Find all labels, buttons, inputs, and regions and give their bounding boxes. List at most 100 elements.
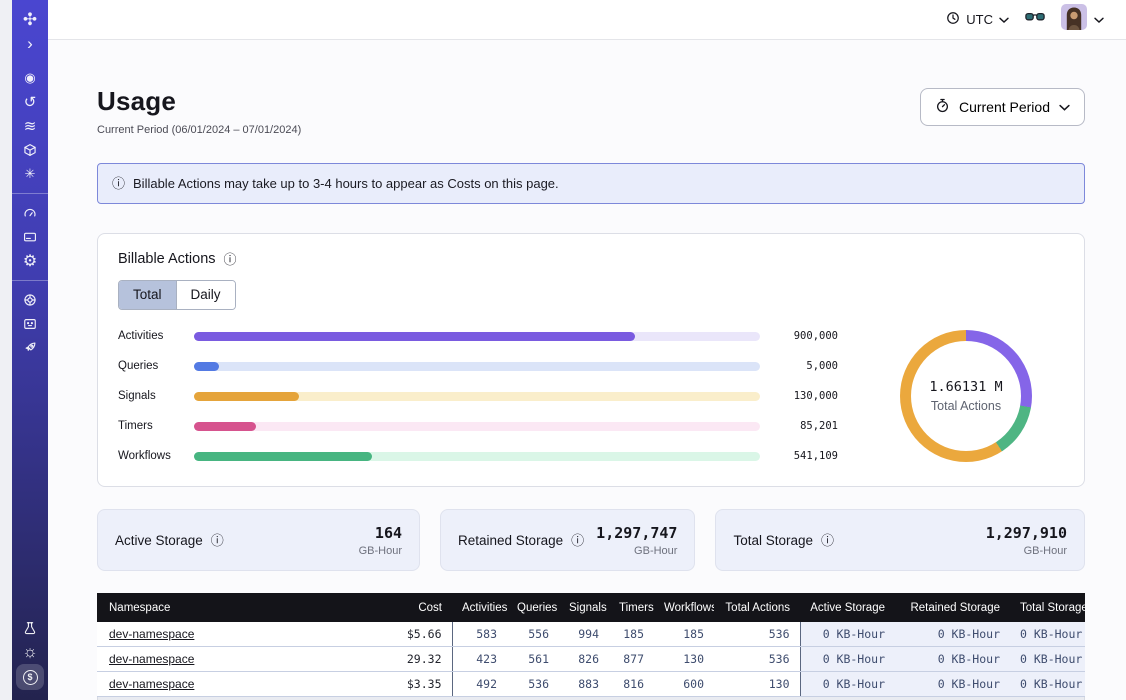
column-header-queries: Queries	[507, 593, 559, 622]
info-icon[interactable]: ⓘ	[821, 534, 834, 547]
info-icon: ⓘ	[112, 177, 125, 190]
eye-icon[interactable]: ◉	[15, 66, 45, 90]
table-row: dev-namespace$3.354925368838166001300 KB…	[97, 672, 1085, 697]
bar-value: 900,000	[774, 330, 838, 342]
topbar: UTC	[48, 0, 1126, 40]
period-dropdown-button[interactable]: Current Period	[920, 88, 1085, 126]
chevron-right-icon[interactable]: ›	[15, 32, 45, 56]
active-storage-cell: 0 KB-Hour	[800, 622, 895, 647]
bar-track	[194, 422, 760, 431]
billable-view-tabs: Total Daily	[118, 280, 236, 310]
total-storage-cell: 0 KB-Hour	[1010, 672, 1085, 697]
storage-card-unit: GB-Hour	[359, 545, 402, 557]
timezone-label: UTC	[966, 12, 993, 27]
sidebar: ✣› ◉↺≋ ✳ ⚙ ☼$	[12, 0, 48, 700]
namespace-link[interactable]: dev-namespace	[109, 677, 194, 691]
activities-cell: 583	[452, 622, 507, 647]
timers-cell: 185	[609, 622, 654, 647]
bar-label: Activities	[118, 330, 180, 342]
layers-icon[interactable]: ≋	[15, 114, 45, 138]
info-banner-text: Billable Actions may take up to 3-4 hour…	[133, 176, 559, 191]
table-row: dev-namespace29.324235618268771305360 KB…	[97, 647, 1085, 672]
column-header-total-actions: Total Actions	[714, 593, 800, 622]
column-header-active-storage: Active Storage	[800, 593, 895, 622]
bar-value: 130,000	[774, 390, 838, 402]
temporal-logo-icon[interactable]: ✣	[15, 8, 45, 32]
tab-total[interactable]: Total	[119, 281, 176, 309]
clock-icon	[946, 11, 960, 28]
bar-fill	[194, 392, 299, 401]
info-banner: ⓘ Billable Actions may take up to 3-4 ho…	[97, 163, 1085, 204]
billable-actions-card: Billable Actions ⓘ Total Daily Activitie…	[97, 233, 1085, 487]
column-header-namespace: Namespace	[97, 593, 337, 622]
period-button-label: Current Period	[959, 99, 1050, 115]
bar-label: Workflows	[118, 450, 180, 462]
glasses-icon[interactable]	[1024, 10, 1046, 29]
bar-row-queries: Queries5,000	[118, 360, 838, 372]
lifebuoy-icon[interactable]	[15, 288, 45, 312]
info-icon[interactable]: ⓘ	[211, 534, 224, 547]
sun-icon[interactable]: ☼	[15, 640, 45, 664]
storage-card-value: 1,297,910	[986, 524, 1067, 542]
total-actions-value: 1.66131 M	[929, 379, 1002, 395]
bar-value: 541,109	[774, 450, 838, 462]
tab-daily[interactable]: Daily	[176, 281, 235, 309]
storage-summary-row: Active Storageⓘ 164 GB-Hour Retained Storag…	[97, 509, 1085, 571]
info-icon[interactable]: ⓘ	[224, 253, 237, 266]
bar-row-workflows: Workflows 541,109	[118, 450, 838, 462]
namespace-link-cell: dev-namespace	[97, 647, 337, 672]
total-storage-cell: 0 KB-Hour	[1010, 622, 1085, 647]
dollar-icon[interactable]: $	[16, 664, 44, 690]
asterisk-icon[interactable]: ✳	[15, 162, 45, 186]
storage-card-label: Active Storageⓘ	[115, 533, 224, 548]
page-subtitle: Current Period (06/01/2024 – 07/01/2024)	[97, 124, 301, 136]
storage-card-label: Retained Storageⓘ	[458, 533, 584, 548]
bar-value: 85,201	[774, 420, 838, 432]
timezone-selector[interactable]: UTC	[946, 11, 1009, 28]
stopwatch-icon	[935, 98, 950, 116]
column-header-timers: Timers	[609, 593, 654, 622]
total-actions-cell: 130	[714, 672, 800, 697]
namespace-link-cell: dev-namespace	[97, 672, 337, 697]
history-icon[interactable]: ↺	[15, 90, 45, 114]
avatar	[1061, 4, 1087, 35]
workflows-cell: 130	[654, 647, 714, 672]
rocket-icon[interactable]	[15, 336, 45, 360]
total-actions-cell: 536	[714, 647, 800, 672]
storage-card-value: 164	[359, 524, 402, 542]
gauge-icon[interactable]	[15, 201, 45, 225]
total-actions-label: Total Actions	[931, 399, 1001, 413]
active-storage-cell: 0 KB-Hour	[800, 672, 895, 697]
credit-card-icon[interactable]	[15, 225, 45, 249]
timers-cell: 877	[609, 647, 654, 672]
cube-icon[interactable]	[15, 138, 45, 162]
workflows-cell: 600	[654, 672, 714, 697]
namespace-usage-table: NamespaceCostActivitiesQueriesSignalsTim…	[97, 593, 1085, 697]
bar-label: Queries	[118, 360, 180, 372]
flask-icon[interactable]	[15, 616, 45, 640]
column-header-activities: Activities	[452, 593, 507, 622]
bar-row-timers: Timers85,201	[118, 420, 838, 432]
main-area: UTC Usage Current Period (06/01/2024 – 0…	[48, 0, 1126, 700]
signals-cell: 826	[559, 647, 609, 672]
namespace-link[interactable]: dev-namespace	[109, 652, 194, 666]
page-title: Usage	[97, 86, 301, 117]
retained-storage-cell: 0 KB-Hour	[895, 622, 1010, 647]
activities-cell: 423	[452, 647, 507, 672]
user-menu[interactable]	[1061, 4, 1104, 35]
cost-cell: $3.35	[337, 672, 452, 697]
info-icon[interactable]: ⓘ	[571, 534, 584, 547]
gear-icon[interactable]: ⚙	[15, 249, 45, 273]
total-actions-cell: 536	[714, 622, 800, 647]
cost-cell: 29.32	[337, 647, 452, 672]
chevron-down-icon	[1059, 99, 1070, 115]
active-storage-card: Active Storageⓘ 164 GB-Hour	[97, 509, 420, 571]
terminal-icon[interactable]	[15, 312, 45, 336]
bar-track	[194, 452, 760, 461]
namespace-link[interactable]: dev-namespace	[109, 627, 194, 641]
storage-card-label: Total Storageⓘ	[733, 533, 834, 548]
activities-cell: 492	[452, 672, 507, 697]
total-actions-donut: 1.66131 M Total Actions	[868, 330, 1064, 462]
sidebar-divider	[12, 280, 48, 281]
signals-cell: 994	[559, 622, 609, 647]
